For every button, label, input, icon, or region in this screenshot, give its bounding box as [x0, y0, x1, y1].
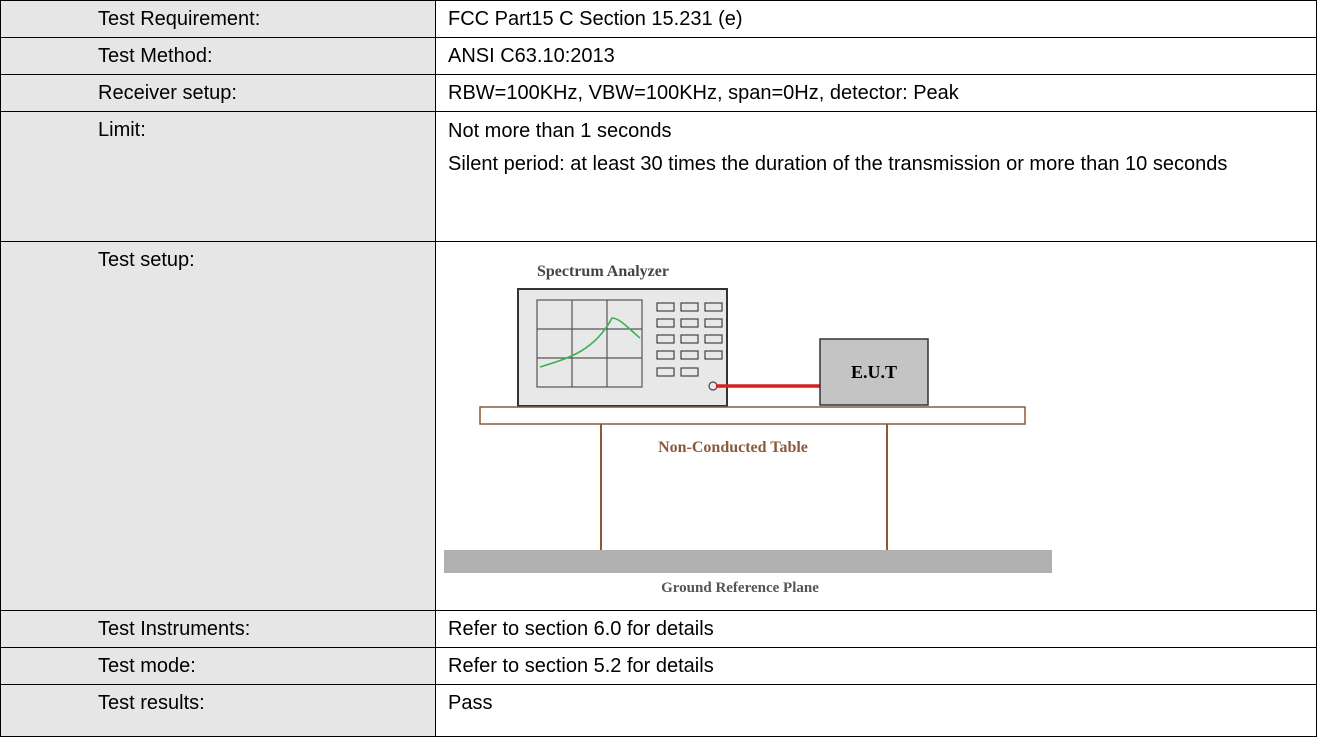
label: Test setup:	[0, 241, 436, 611]
label: Test Instruments:	[0, 610, 436, 648]
eut	[819, 338, 929, 406]
label: Test Method:	[0, 37, 436, 75]
value: FCC Part15 C Section 15.231 (e)	[435, 0, 1317, 38]
row: Test Requirement: FCC Part15 C Section 15…	[0, 0, 1317, 38]
table-top	[479, 406, 1026, 425]
label: Test Requirement:	[0, 0, 436, 38]
label: Receiver setup:	[0, 74, 436, 112]
trace	[539, 317, 641, 368]
ground-plane	[444, 550, 1052, 573]
value: ANSI C63.10:2013	[435, 37, 1317, 75]
row: Test mode: Refer to section 5.2 for detai…	[0, 647, 1317, 685]
value: Not more than 1 seconds Silent period: a…	[435, 111, 1317, 242]
eut-label: E.U.T	[851, 362, 897, 382]
row: Limit: Not more than 1 seconds Silent pe…	[0, 111, 1317, 242]
limit-line: Silent period: at least 30 times the dur…	[448, 153, 1228, 175]
row: Test Instruments: Refer to section 6.0 fo…	[0, 610, 1317, 648]
analyzer-label: Spectrum Analyzer	[537, 263, 669, 280]
row: Test Method: ANSI C63.10:2013	[0, 37, 1317, 75]
label: Limit:	[0, 111, 436, 242]
analyzer	[517, 288, 728, 407]
value: RBW=100KHz, VBW=100KHz, span=0Hz, detect…	[435, 74, 1317, 112]
limit-line: Not more than 1 seconds	[448, 120, 672, 142]
row: Test results: Pass	[0, 684, 1317, 737]
value: Refer to section 6.0 for details	[435, 610, 1317, 648]
label: Test results:	[0, 684, 436, 737]
value: Pass	[435, 684, 1317, 737]
screen	[536, 299, 643, 388]
label: Test mode:	[0, 647, 436, 685]
value: Refer to section 5.2 for details	[435, 647, 1317, 685]
table-label: Non-Conducted Table	[658, 439, 808, 456]
row: Receiver setup: RBW=100KHz, VBW=100KHz, s…	[0, 74, 1317, 112]
buttons	[656, 302, 723, 391]
ground-label: Ground Reference Plane	[661, 580, 819, 596]
